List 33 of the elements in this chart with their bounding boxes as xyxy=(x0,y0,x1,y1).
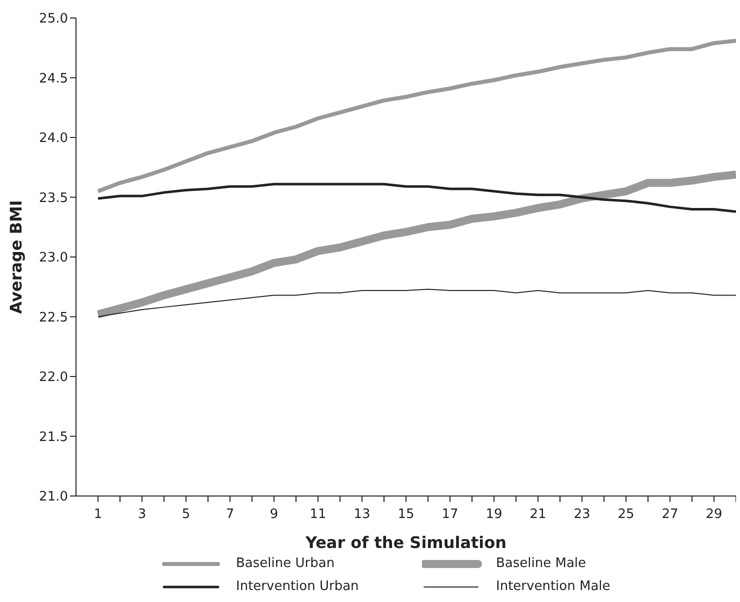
x-tick-label: 23 xyxy=(574,507,590,522)
line-series xyxy=(98,288,736,318)
legend-label: Intervention Male xyxy=(496,579,610,594)
x-tick-label: 9 xyxy=(270,507,278,522)
x-tick-label: 29 xyxy=(706,507,722,522)
legend-label: Baseline Male xyxy=(496,556,586,571)
x-axis-title: Year of the Simulation xyxy=(304,533,507,552)
y-tick-label: 21.5 xyxy=(39,430,68,445)
y-tick-label: 21.0 xyxy=(39,490,68,505)
x-tick-label: 17 xyxy=(442,507,458,522)
line-series xyxy=(96,182,736,213)
y-tick-label: 22.0 xyxy=(39,370,68,386)
x-tick-label: 1 xyxy=(94,507,102,522)
y-tick-label: 23.5 xyxy=(39,190,68,206)
y-tick-label: 25.0 xyxy=(39,12,68,27)
x-tick-label: 7 xyxy=(226,507,234,522)
x-tick-label: 5 xyxy=(182,507,190,522)
y-tick-label: 24.0 xyxy=(39,131,68,146)
legend-label: Intervention Urban xyxy=(236,579,359,594)
y-tick-label: 22.5 xyxy=(39,310,68,326)
x-tick-label: 3 xyxy=(138,507,146,522)
x-tick-label: 11 xyxy=(310,507,326,522)
x-tick-label: 21 xyxy=(530,507,546,522)
y-tick-label: 24.5 xyxy=(39,71,68,86)
x-tick-label: 25 xyxy=(618,507,634,522)
y-tick-label: 23.0 xyxy=(39,250,68,266)
line-series xyxy=(96,38,736,194)
x-tick-label: 27 xyxy=(662,507,678,522)
legend-label: Baseline Urban xyxy=(236,556,335,571)
x-tick-label: 13 xyxy=(354,507,370,522)
x-tick-label: 19 xyxy=(486,507,502,522)
x-tick-label: 15 xyxy=(398,507,414,522)
y-axis-title: Average BMI xyxy=(6,200,26,314)
